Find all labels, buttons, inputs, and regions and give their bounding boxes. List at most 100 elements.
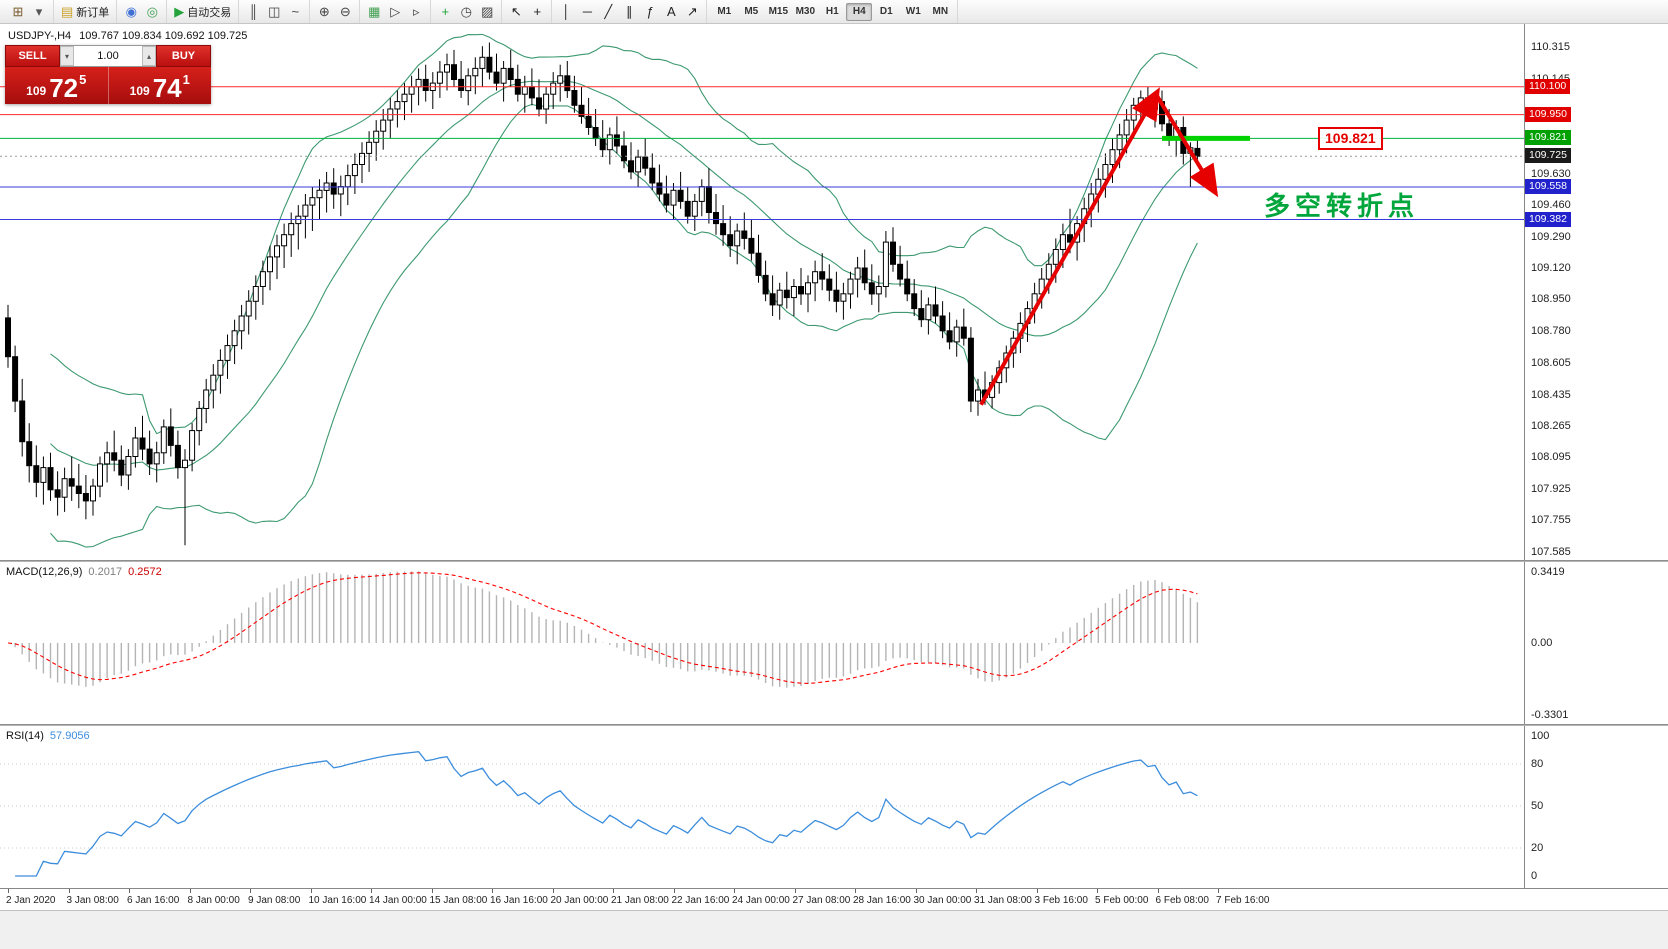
time-axis-label: 2 Jan 2020: [6, 895, 56, 906]
main-chart-canvas[interactable]: [0, 24, 1524, 560]
arrow-tool-icon[interactable]: ↗: [682, 2, 702, 22]
buy-price-prefix: 109: [129, 84, 150, 98]
time-axis-label: 14 Jan 00:00: [369, 895, 427, 906]
template-icon[interactable]: ▨: [477, 2, 497, 22]
rsi-axis-50: 50: [1531, 800, 1544, 812]
sell-price[interactable]: 109 72 5: [5, 67, 109, 104]
time-tick: [1036, 889, 1038, 893]
panel-splitter[interactable]: [0, 724, 1668, 726]
channel-icon[interactable]: ∥: [619, 2, 639, 22]
text-tool-icon[interactable]: A: [661, 2, 681, 22]
new-order-icon[interactable]: ▤ 新订单: [58, 2, 112, 22]
candlestick-icon[interactable]: ◫: [264, 2, 284, 22]
timeframe-m30[interactable]: M30: [795, 6, 816, 17]
template-icon: ▨: [481, 3, 494, 19]
rsi-canvas[interactable]: [0, 726, 1524, 888]
time-axis-label: 8 Jan 00:00: [187, 895, 240, 906]
timeframe-w1[interactable]: W1: [905, 6, 921, 17]
trendline-icon: ╱: [604, 3, 613, 19]
fibonacci-icon[interactable]: ƒ: [640, 2, 660, 22]
volume-increase-button[interactable]: ▴: [142, 46, 156, 66]
time-axis-label: 28 Jan 16:00: [853, 895, 911, 906]
time-tick: [915, 889, 917, 893]
bar-chart-icon[interactable]: ║: [243, 2, 263, 22]
rsi-label: RSI(14) 57.9056: [6, 730, 90, 742]
panel-splitter[interactable]: [0, 560, 1668, 562]
crosshair-icon[interactable]: +: [527, 2, 547, 22]
horizontal-line-icon[interactable]: ─: [577, 2, 597, 22]
new-chart-icon[interactable]: ⊞: [8, 2, 28, 22]
turning-point-annotation[interactable]: 多空转折点: [1264, 191, 1420, 221]
buy-price[interactable]: 109 74 1: [109, 67, 212, 104]
new-order-icon-label: 新订单: [76, 6, 110, 19]
chart-shift-icon: ▹: [413, 3, 420, 19]
toolbar-group: │ ─ ╱ ∥ ƒ A ↗: [552, 0, 708, 23]
price-tag-109.382: 109.382: [1525, 212, 1571, 227]
buy-button[interactable]: BUY: [156, 45, 211, 67]
market-watch-icon[interactable]: ◉: [121, 2, 141, 22]
data-window-icon[interactable]: ◎: [142, 2, 162, 22]
add-indicator-icon[interactable]: +: [435, 2, 455, 22]
data-window-icon: ◎: [146, 3, 158, 19]
timeframe-m5[interactable]: M5: [744, 6, 759, 17]
toolbar-group: ▶ 自动交易: [167, 0, 240, 23]
autotrading-icon[interactable]: ▶ 自动交易: [171, 2, 234, 22]
time-tick: [794, 889, 796, 893]
market-watch-icon: ◉: [125, 3, 137, 19]
zoom-out-icon[interactable]: ⊖: [335, 2, 355, 22]
periods-icon: ◷: [460, 3, 472, 19]
toolbar-group: ▤ 新订单: [54, 0, 118, 23]
price-axis-label: 108.605: [1531, 357, 1571, 369]
zoom-in-icon[interactable]: ⊕: [314, 2, 334, 22]
volume-value[interactable]: 1.00: [97, 50, 119, 62]
price-tag-110.100: 110.100: [1525, 79, 1571, 94]
volume-decrease-button[interactable]: ▾: [60, 46, 74, 66]
timeframe-m15[interactable]: M15: [768, 6, 789, 17]
time-axis-label: 7 Feb 16:00: [1216, 895, 1270, 906]
macd-svg[interactable]: [0, 562, 1524, 724]
line-chart-icon: ~: [291, 4, 300, 19]
price-axis-label: 107.585: [1531, 546, 1571, 558]
chart-dropdown-icon[interactable]: ▾: [29, 2, 49, 22]
price-tag-109.725: 109.725: [1525, 148, 1571, 163]
horizontal-line-icon: ─: [582, 4, 592, 19]
line-chart-icon[interactable]: ~: [285, 2, 305, 22]
candlestick-icon: ◫: [268, 3, 281, 19]
price-level-annotation[interactable]: 109.821: [1318, 127, 1383, 150]
time-tick: [673, 889, 675, 893]
macd-canvas[interactable]: [0, 562, 1524, 724]
rsi-panel[interactable]: RSI(14) 57.9056: [0, 726, 1524, 888]
main-chart-panel[interactable]: USDJPY-,H4 109.767 109.834 109.692 109.72…: [0, 24, 1524, 560]
time-tick: [310, 889, 312, 893]
price-axis-label: 108.435: [1531, 389, 1571, 401]
price-axis[interactable]: 110.315110.145109.630109.460109.290109.1…: [1524, 24, 1668, 888]
rsi-svg[interactable]: [0, 726, 1524, 888]
timeframe-h1[interactable]: H1: [825, 6, 839, 17]
price-axis-label: 108.780: [1531, 325, 1571, 337]
cursor-icon[interactable]: ↖: [506, 2, 526, 22]
periods-icon[interactable]: ◷: [456, 2, 476, 22]
timeframe-mn[interactable]: MN: [932, 6, 949, 17]
timeframe-m1[interactable]: M1: [717, 6, 732, 17]
ohlc-header: USDJPY-,H4 109.767 109.834 109.692 109.72…: [8, 30, 247, 42]
toolbar: ⊞ ▾ ▤ 新订单 ◉ ◎ ▶ 自动交易 ║ ◫ ~ ⊕ ⊖ ▦ ▷ ▹ + ◷ ▨ ↖ + │ ─ ╱ ∥ ƒ A ↗ M1 M5 M15…: [0, 0, 1668, 24]
time-axis-label: 3 Jan 08:00: [66, 895, 119, 906]
volume-control[interactable]: ▾ 1.00 ▴: [60, 45, 156, 67]
tile-windows-icon[interactable]: ▦: [364, 2, 384, 22]
sell-button[interactable]: SELL: [5, 45, 60, 67]
trendline-icon[interactable]: ╱: [598, 2, 618, 22]
price-tag-109.558: 109.558: [1525, 179, 1571, 194]
vertical-line-icon[interactable]: │: [556, 2, 576, 22]
macd-panel[interactable]: MACD(12,26,9) 0.2017 0.2572: [0, 562, 1524, 724]
macd-axis-min: -0.3301: [1531, 709, 1569, 721]
rsi-axis-0: 0: [1531, 870, 1538, 882]
zoom-out-icon: ⊖: [339, 3, 351, 19]
auto-scroll-icon[interactable]: ▷: [385, 2, 405, 22]
time-axis-label: 9 Jan 08:00: [248, 895, 301, 906]
timeframe-h4[interactable]: H4: [846, 2, 873, 21]
main-chart-svg[interactable]: [0, 24, 1524, 560]
timeframe-d1[interactable]: D1: [879, 6, 893, 17]
time-axis-label: 6 Feb 08:00: [1155, 895, 1209, 906]
chart-shift-icon[interactable]: ▹: [406, 2, 426, 22]
time-axis[interactable]: 2 Jan 2020 3 Jan 08:00 6 Jan 16:00 8 Jan 00…: [0, 888, 1668, 910]
